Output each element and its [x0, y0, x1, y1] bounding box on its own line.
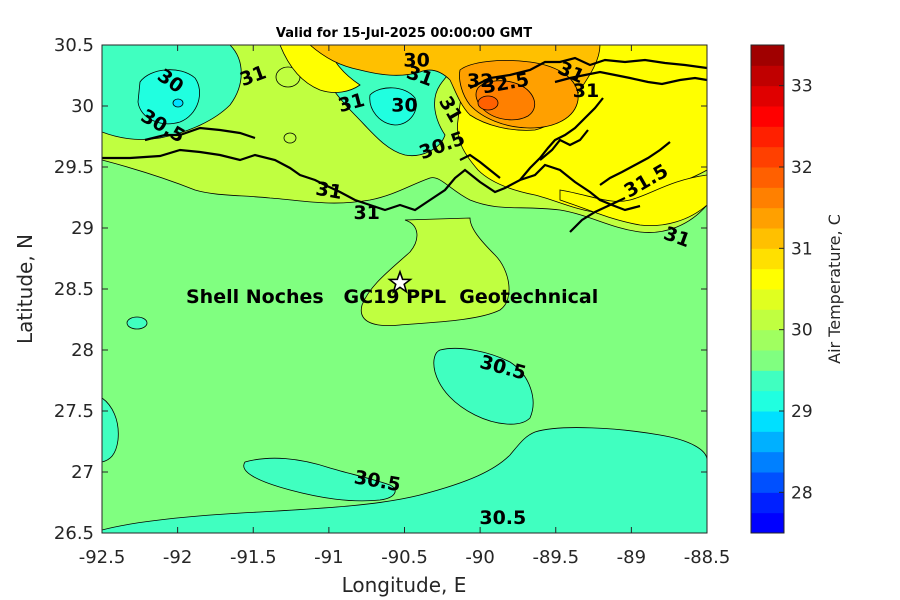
- colorbar-swatch: [751, 512, 784, 534]
- band-29-west-core: [172, 98, 184, 108]
- colorbar-tick-label: 33: [791, 77, 813, 97]
- y-tick-label: 29.5: [54, 157, 94, 178]
- coastline-islands: [144, 97, 671, 233]
- site-label: Shell Noches GC19 PPL Geotechnical: [186, 286, 598, 308]
- colorbar-swatch: [751, 370, 784, 392]
- band-31-site: [360, 217, 510, 327]
- x-tick-label: -89: [617, 547, 646, 568]
- colorbar-tick-label: 29: [791, 402, 813, 422]
- colorbar-swatch: [751, 268, 784, 290]
- x-tick-label: -89.5: [532, 547, 579, 568]
- x-tick-label: -92.5: [79, 547, 126, 568]
- y-axis-ticks: 26.5 27 27.5 28 28.5 29 29.5 30 30.5: [54, 35, 707, 544]
- band-30-west-edge: [102, 397, 119, 463]
- contour-label: 31: [314, 178, 344, 204]
- y-tick-label: 30: [71, 96, 94, 117]
- contour-label: 32: [467, 70, 493, 92]
- band-30-south-east: [102, 427, 707, 533]
- x-tick-label: -90: [465, 547, 494, 568]
- band-30-south-west: [243, 457, 396, 502]
- band-29-west: [137, 69, 200, 125]
- colorbar-tick-label: 30: [791, 321, 813, 341]
- contour-label: 31: [353, 202, 379, 224]
- colorbar-swatch: [751, 289, 784, 310]
- contour-label: 30: [391, 95, 417, 117]
- x-axis-ticks: -92.5 -92 -91.5 -91 -90.5 -90 -89.5 -89 -88.5: [79, 45, 731, 568]
- band-33-5: [477, 95, 499, 111]
- colorbar-swatch: [751, 431, 784, 453]
- colorbar-swatch: [751, 146, 784, 168]
- colorbar-swatch: [751, 350, 784, 371]
- band-30-small-blob: [126, 316, 148, 330]
- x-tick-label: -91: [314, 547, 343, 568]
- colorbar-swatch: [751, 309, 784, 331]
- colorbar-tick-label: 28: [791, 483, 813, 503]
- colorbar-swatch: [751, 492, 784, 514]
- colorbar-swatch: [751, 45, 784, 66]
- colorbar-swatch: [751, 411, 784, 432]
- colorbar-swatch: [751, 472, 784, 493]
- y-tick-label: 27: [71, 462, 94, 483]
- colorbar-swatch: [751, 248, 784, 270]
- colorbar-swatch: [751, 228, 784, 249]
- colorbar-swatch: [751, 167, 784, 188]
- colorbar-frame: [750, 44, 785, 534]
- band-30-mid: [433, 347, 534, 425]
- x-axis-label: Longitude, E: [342, 573, 467, 597]
- x-tick-label: -91.5: [230, 547, 277, 568]
- contour-label: 30.5: [479, 507, 526, 529]
- y-tick-label: 28: [71, 340, 94, 361]
- site-star-icon: [387, 269, 413, 294]
- coastline-north: [469, 56, 707, 89]
- band-29-central: [369, 87, 417, 126]
- colorbar-swatch: [751, 329, 784, 351]
- x-tick-label: -88.5: [684, 547, 731, 568]
- colorbar-tick-label: 31: [791, 239, 813, 259]
- y-tick-label: 26.5: [54, 523, 94, 544]
- colorbar-swatch: [751, 207, 784, 229]
- contour-label: 30: [403, 49, 429, 71]
- band-31-blob2: [283, 132, 297, 144]
- colorbar-swatch: [751, 65, 784, 87]
- y-axis-label: Latitude, N: [13, 234, 37, 344]
- y-tick-label: 30.5: [54, 35, 94, 56]
- coastline: [102, 148, 641, 212]
- x-tick-label: -90.5: [381, 547, 428, 568]
- colorbar-swatch: [751, 187, 784, 209]
- colorbar-label: Air Temperature, C: [825, 214, 844, 364]
- colorbar-ticks: 28 29 30 31 32 33: [779, 77, 813, 503]
- colorbar-swatch: [751, 390, 784, 412]
- y-tick-label: 29: [71, 218, 94, 239]
- colorbar-tick-label: 32: [791, 158, 813, 178]
- map-title: Valid for 15-Jul-2025 00:00:00 GMT: [276, 26, 532, 41]
- colorbar: [751, 45, 784, 534]
- x-tick-label: -92: [163, 547, 192, 568]
- site-marker-group: [387, 269, 413, 294]
- colorbar-swatch: [751, 451, 784, 473]
- colorbar-swatch: [751, 126, 784, 148]
- y-tick-label: 28.5: [54, 279, 94, 300]
- colorbar-swatch: [751, 106, 784, 127]
- contour-label: 31: [573, 80, 599, 102]
- colorbar-swatch: [751, 85, 784, 107]
- y-tick-label: 27.5: [54, 401, 94, 422]
